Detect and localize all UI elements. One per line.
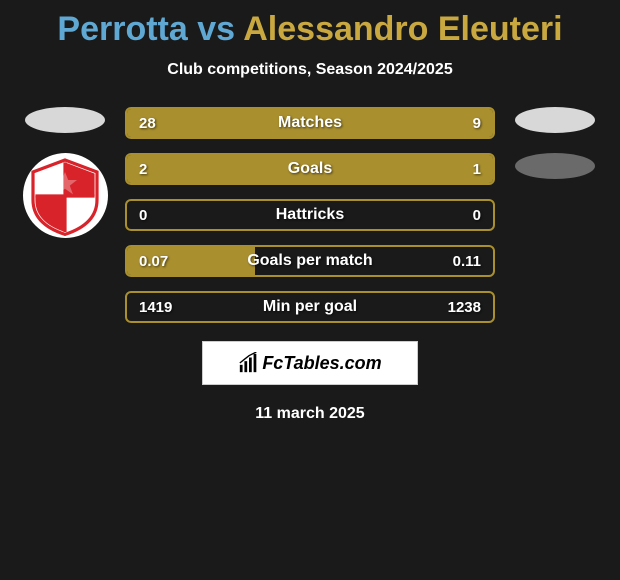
player2-name: Alessandro Eleuteri	[243, 10, 562, 48]
source-logo-text: FcTables.com	[262, 353, 381, 374]
infographic-container: Perrotta vs Alessandro Eleuteri Club com…	[0, 0, 620, 423]
stat-row: 28Matches9	[125, 107, 495, 139]
comparison-title: Perrotta vs Alessandro Eleuteri	[0, 10, 620, 49]
subtitle: Club competitions, Season 2024/2025	[0, 61, 620, 79]
stat-label: Goals per match	[127, 252, 493, 270]
vs-text: vs	[197, 10, 235, 48]
stat-row: 1419Min per goal1238	[125, 291, 495, 323]
right-player-column	[505, 107, 605, 179]
stats-column: 28Matches9 2Goals1 0Hattricks0 0.07Goals pe…	[125, 107, 495, 323]
stat-value-right: 0	[473, 207, 481, 224]
player2-silhouette	[515, 107, 595, 133]
stat-value-right: 1238	[448, 299, 481, 316]
player2-team-ellipse	[515, 153, 595, 179]
player1-name: Perrotta	[57, 10, 187, 48]
left-player-column	[15, 107, 115, 238]
stat-label: Hattricks	[127, 206, 493, 224]
stat-label: Min per goal	[127, 298, 493, 316]
stat-label: Goals	[127, 160, 493, 178]
stat-value-right: 1	[473, 161, 481, 178]
stat-row: 0Hattricks0	[125, 199, 495, 231]
date-text: 11 march 2025	[0, 405, 620, 423]
player1-silhouette	[25, 107, 105, 133]
stat-row: 2Goals1	[125, 153, 495, 185]
stat-value-right: 0.11	[453, 253, 481, 270]
bar-chart-icon	[238, 352, 260, 374]
source-logo-box: FcTables.com	[202, 341, 418, 385]
shield-icon	[25, 156, 105, 236]
player1-team-badge	[23, 153, 108, 238]
stat-value-right: 9	[473, 115, 481, 132]
stat-label: Matches	[127, 114, 493, 132]
stat-row: 0.07Goals per match0.11	[125, 245, 495, 277]
content-row: 28Matches9 2Goals1 0Hattricks0 0.07Goals pe…	[0, 107, 620, 323]
